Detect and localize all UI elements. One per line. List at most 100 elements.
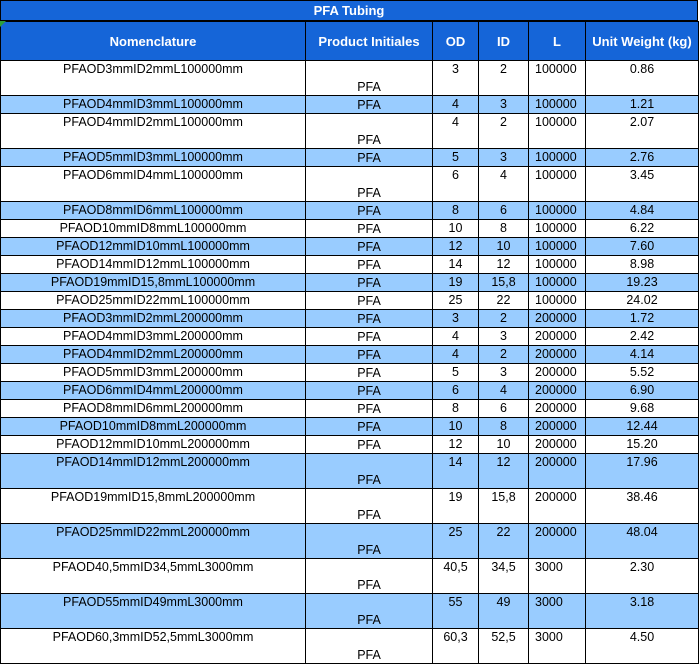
row-length[interactable]: 200000	[528, 399, 586, 418]
row-od[interactable]: 12	[432, 237, 479, 256]
row-length[interactable]: 3000	[528, 593, 586, 629]
row-unit-weight[interactable]: 2.07	[585, 113, 699, 149]
row-length[interactable]: 100000	[528, 219, 586, 238]
row-length[interactable]: 100000	[528, 113, 586, 149]
row-od[interactable]: 4	[432, 113, 479, 149]
row-nomenclature[interactable]: PFAOD8mmID6mmL100000mm	[0, 201, 306, 220]
row-od[interactable]: 14	[432, 453, 479, 489]
row-unit-weight[interactable]: 6.22	[585, 219, 699, 238]
row-unit-weight[interactable]: 38.46	[585, 488, 699, 524]
row-od[interactable]: 8	[432, 201, 479, 220]
row-nomenclature[interactable]: PFAOD6mmID4mmL200000mm	[0, 381, 306, 400]
row-od[interactable]: 14	[432, 255, 479, 274]
row-unit-weight[interactable]: 19.23	[585, 273, 699, 292]
row-unit-weight[interactable]: 24.02	[585, 291, 699, 310]
row-unit-weight[interactable]: 0.86	[585, 60, 699, 96]
row-nomenclature[interactable]: PFAOD14mmID12mmL100000mm	[0, 255, 306, 274]
row-product-initiales[interactable]: PFA	[305, 113, 433, 149]
row-od[interactable]: 25	[432, 291, 479, 310]
row-unit-weight[interactable]: 4.50	[585, 628, 699, 664]
row-od[interactable]: 5	[432, 363, 479, 382]
row-od[interactable]: 4	[432, 345, 479, 364]
row-id[interactable]: 22	[478, 291, 529, 310]
row-product-initiales[interactable]: PFA	[305, 363, 433, 382]
row-id[interactable]: 12	[478, 453, 529, 489]
row-id[interactable]: 6	[478, 399, 529, 418]
row-nomenclature[interactable]: PFAOD60,3mmID52,5mmL3000mm	[0, 628, 306, 664]
row-id[interactable]: 3	[478, 95, 529, 114]
row-unit-weight[interactable]: 2.76	[585, 148, 699, 167]
row-product-initiales[interactable]: PFA	[305, 219, 433, 238]
row-od[interactable]: 55	[432, 593, 479, 629]
row-product-initiales[interactable]: PFA	[305, 453, 433, 489]
row-product-initiales[interactable]: PFA	[305, 201, 433, 220]
row-product-initiales[interactable]: PFA	[305, 435, 433, 454]
row-unit-weight[interactable]: 48.04	[585, 523, 699, 559]
row-nomenclature[interactable]: PFAOD4mmID3mmL100000mm	[0, 95, 306, 114]
row-product-initiales[interactable]: PFA	[305, 327, 433, 346]
row-length[interactable]: 200000	[528, 309, 586, 328]
row-product-initiales[interactable]: PFA	[305, 345, 433, 364]
row-nomenclature[interactable]: PFAOD55mmID49mmL3000mm	[0, 593, 306, 629]
row-nomenclature[interactable]: PFAOD5mmID3mmL200000mm	[0, 363, 306, 382]
row-nomenclature[interactable]: PFAOD3mmID2mmL200000mm	[0, 309, 306, 328]
row-product-initiales[interactable]: PFA	[305, 291, 433, 310]
row-id[interactable]: 4	[478, 381, 529, 400]
row-product-initiales[interactable]: PFA	[305, 381, 433, 400]
row-unit-weight[interactable]: 9.68	[585, 399, 699, 418]
row-id[interactable]: 15,8	[478, 488, 529, 524]
row-od[interactable]: 40,5	[432, 558, 479, 594]
row-od[interactable]: 10	[432, 417, 479, 436]
row-product-initiales[interactable]: PFA	[305, 273, 433, 292]
row-nomenclature[interactable]: PFAOD5mmID3mmL100000mm	[0, 148, 306, 167]
row-unit-weight[interactable]: 4.14	[585, 345, 699, 364]
row-product-initiales[interactable]: PFA	[305, 255, 433, 274]
row-od[interactable]: 4	[432, 95, 479, 114]
row-nomenclature[interactable]: PFAOD6mmID4mmL100000mm	[0, 166, 306, 202]
row-unit-weight[interactable]: 7.60	[585, 237, 699, 256]
row-product-initiales[interactable]: PFA	[305, 399, 433, 418]
row-nomenclature[interactable]: PFAOD4mmID2mmL200000mm	[0, 345, 306, 364]
row-length[interactable]: 100000	[528, 60, 586, 96]
row-length[interactable]: 200000	[528, 523, 586, 559]
row-od[interactable]: 6	[432, 166, 479, 202]
row-id[interactable]: 8	[478, 219, 529, 238]
row-od[interactable]: 12	[432, 435, 479, 454]
row-nomenclature[interactable]: PFAOD10mmID8mmL100000mm	[0, 219, 306, 238]
row-length[interactable]: 200000	[528, 435, 586, 454]
row-unit-weight[interactable]: 6.90	[585, 381, 699, 400]
row-length[interactable]: 200000	[528, 417, 586, 436]
row-id[interactable]: 34,5	[478, 558, 529, 594]
row-id[interactable]: 2	[478, 345, 529, 364]
row-product-initiales[interactable]: PFA	[305, 148, 433, 167]
row-product-initiales[interactable]: PFA	[305, 95, 433, 114]
row-od[interactable]: 60,3	[432, 628, 479, 664]
row-unit-weight[interactable]: 15.20	[585, 435, 699, 454]
row-id[interactable]: 6	[478, 201, 529, 220]
row-length[interactable]: 200000	[528, 363, 586, 382]
row-od[interactable]: 4	[432, 327, 479, 346]
row-product-initiales[interactable]: PFA	[305, 60, 433, 96]
row-id[interactable]: 49	[478, 593, 529, 629]
row-od[interactable]: 3	[432, 309, 479, 328]
row-product-initiales[interactable]: PFA	[305, 417, 433, 436]
row-id[interactable]: 3	[478, 363, 529, 382]
row-id[interactable]: 2	[478, 60, 529, 96]
row-id[interactable]: 8	[478, 417, 529, 436]
row-id[interactable]: 52,5	[478, 628, 529, 664]
row-od[interactable]: 10	[432, 219, 479, 238]
row-unit-weight[interactable]: 1.72	[585, 309, 699, 328]
row-length[interactable]: 100000	[528, 255, 586, 274]
row-length[interactable]: 100000	[528, 273, 586, 292]
row-nomenclature[interactable]: PFAOD25mmID22mmL100000mm	[0, 291, 306, 310]
row-length[interactable]: 200000	[528, 327, 586, 346]
row-id[interactable]: 3	[478, 148, 529, 167]
row-od[interactable]: 19	[432, 273, 479, 292]
row-nomenclature[interactable]: PFAOD12mmID10mmL100000mm	[0, 237, 306, 256]
row-product-initiales[interactable]: PFA	[305, 166, 433, 202]
row-product-initiales[interactable]: PFA	[305, 523, 433, 559]
row-length[interactable]: 200000	[528, 381, 586, 400]
row-unit-weight[interactable]: 5.52	[585, 363, 699, 382]
row-product-initiales[interactable]: PFA	[305, 628, 433, 664]
row-od[interactable]: 19	[432, 488, 479, 524]
